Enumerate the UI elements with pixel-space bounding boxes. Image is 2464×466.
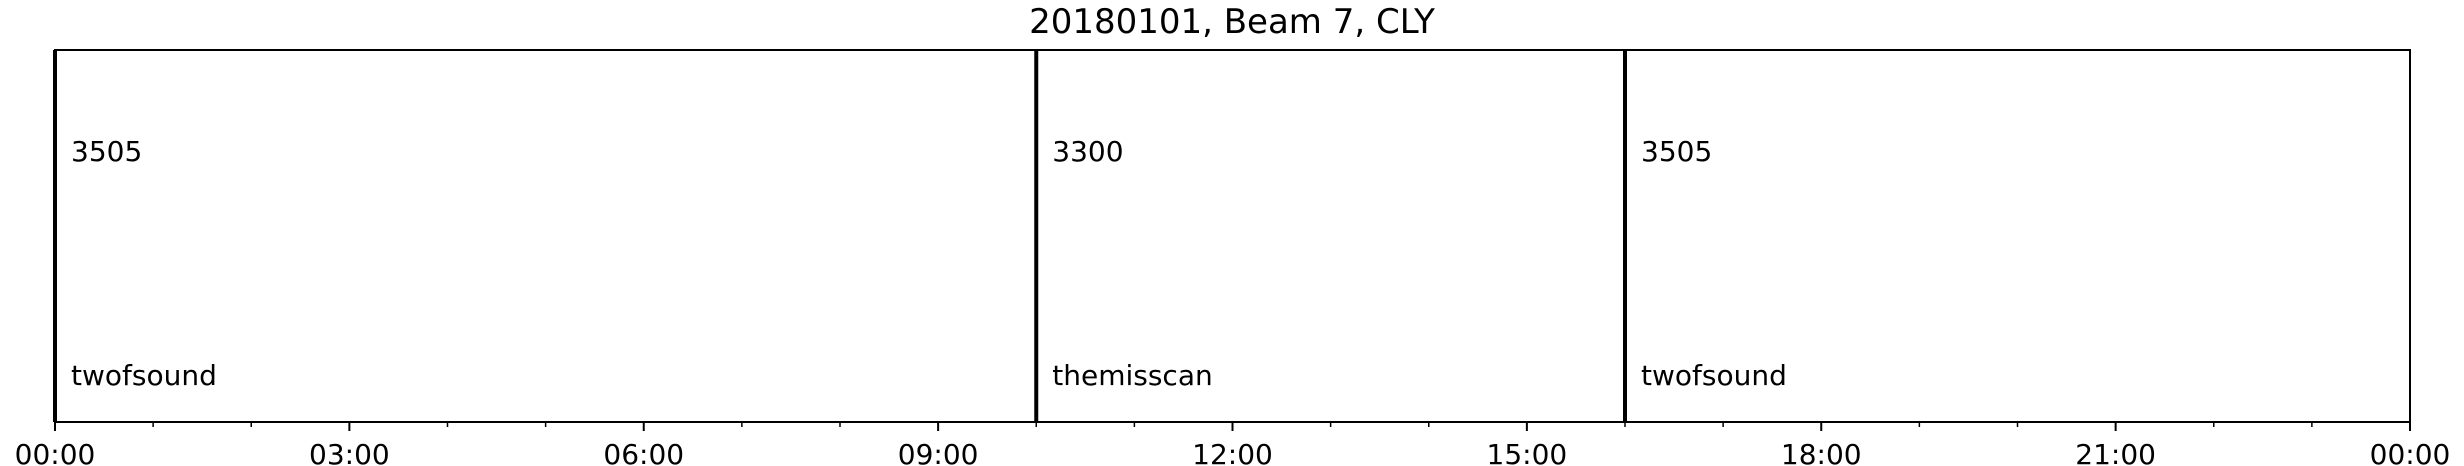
x-tick-label: 12:00 bbox=[1192, 438, 1273, 466]
x-axis: 00:00 03:00 06:00 09:00 12:00 15:00 18:00 21:00… bbox=[15, 422, 2451, 466]
x-tick-label: 18:00 bbox=[1781, 438, 1862, 466]
segment-cpid-label-0: 3505 bbox=[71, 135, 142, 168]
x-tick-label: 00:00 bbox=[2370, 438, 2451, 466]
x-tick-label: 15:00 bbox=[1487, 438, 1568, 466]
segment-name-label-2: twofsound bbox=[1641, 359, 1787, 392]
x-tick-label: 21:00 bbox=[2075, 438, 2156, 466]
x-tick-label: 03:00 bbox=[309, 438, 390, 466]
x-tick-label: 09:00 bbox=[898, 438, 979, 466]
segment-cpid-label-1: 3300 bbox=[1052, 135, 1123, 168]
x-tick-label: 00:00 bbox=[15, 438, 96, 466]
x-tick-label: 06:00 bbox=[603, 438, 684, 466]
segment-boundaries bbox=[53, 50, 1627, 422]
segment-name-label-0: twofsound bbox=[71, 359, 217, 392]
segment-name-label-1: themisscan bbox=[1052, 359, 1212, 392]
chart-title: 20180101, Beam 7, CLY bbox=[1029, 2, 1435, 42]
plot-area-frame bbox=[54, 49, 2411, 423]
segment-labels: 3505 twofsound 3300 themisscan 3505 twofsound bbox=[71, 135, 1787, 392]
segment-cpid-label-2: 3505 bbox=[1641, 135, 1712, 168]
